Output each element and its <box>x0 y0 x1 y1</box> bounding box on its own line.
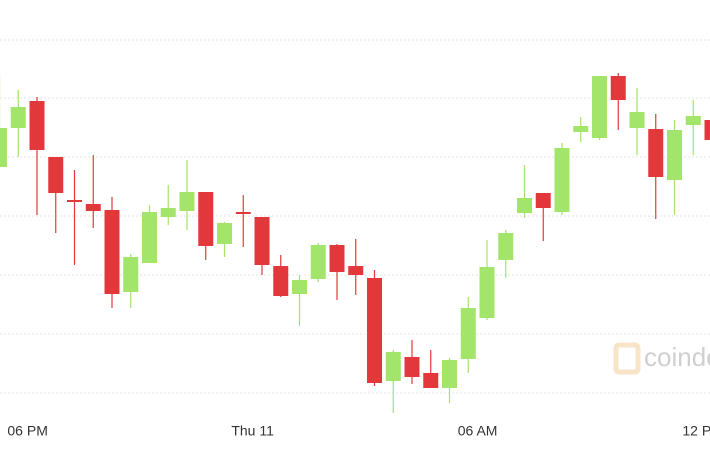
candle-body <box>554 148 570 212</box>
candle-body <box>48 157 64 193</box>
candle-body <box>348 266 364 275</box>
candle-body <box>67 200 82 202</box>
candle-body <box>704 120 710 140</box>
candle-body <box>592 76 607 138</box>
logo-icon <box>613 342 641 375</box>
candle-body <box>160 208 176 217</box>
candle-body <box>179 192 195 211</box>
candle-body <box>610 76 626 100</box>
candle-body <box>104 210 120 294</box>
candle-body <box>217 223 232 244</box>
candle-body <box>310 245 326 279</box>
candle-body <box>254 217 270 265</box>
candle-body <box>85 204 101 211</box>
candle-body <box>535 193 551 208</box>
x-tick-label: Thu 11 <box>231 423 274 439</box>
candle-body <box>29 101 45 150</box>
candle-body <box>0 128 7 167</box>
candle-body <box>648 129 664 177</box>
candle-body <box>629 112 645 128</box>
candle-body <box>573 126 589 132</box>
candle-body <box>142 212 157 263</box>
x-tick-label: 12 PM <box>682 423 710 439</box>
candle-body <box>667 130 682 180</box>
candle-body <box>460 308 476 359</box>
candle-body <box>423 373 439 388</box>
candle-body <box>442 360 457 388</box>
candle-body <box>123 257 139 292</box>
x-tick-label: 06 PM <box>7 423 47 439</box>
candle-body <box>273 266 289 296</box>
candle-body <box>498 233 514 260</box>
candle-body <box>479 267 495 318</box>
candle-body <box>292 280 307 294</box>
candle-body <box>385 352 401 381</box>
candle-body <box>367 278 382 383</box>
candle-body <box>685 116 701 125</box>
candle-body <box>198 192 214 246</box>
candle-body <box>235 212 251 214</box>
candle-body <box>10 107 26 128</box>
candle-body <box>517 198 532 213</box>
x-tick-label: 06 AM <box>458 423 498 439</box>
watermark-logo <box>613 342 641 375</box>
candle-body <box>404 357 420 377</box>
watermark: coindesk <box>644 342 710 372</box>
candle-body <box>329 245 345 272</box>
